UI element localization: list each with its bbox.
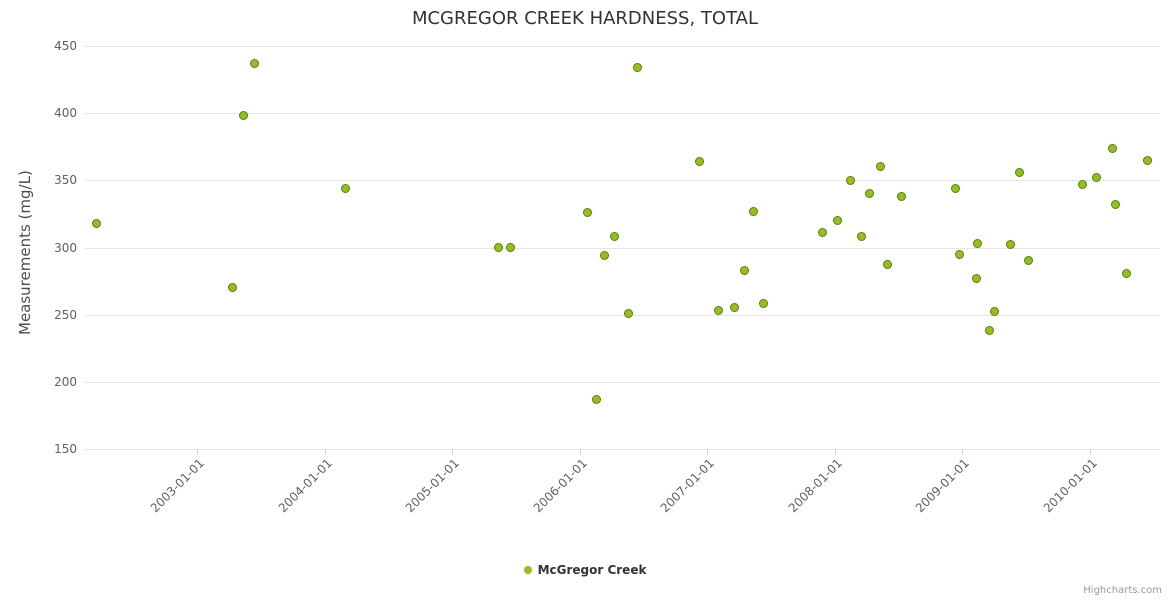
data-point[interactable] [250, 58, 260, 68]
data-point[interactable] [506, 243, 516, 252]
data-point[interactable] [1142, 155, 1152, 165]
data-point[interactable] [739, 265, 749, 275]
x-axis-tick-label: 2008-01-01 [785, 456, 845, 516]
x-axis-tick-mark [197, 449, 199, 455]
data-point[interactable] [857, 232, 867, 242]
x-axis-tick-label: 2004-01-01 [275, 456, 335, 516]
data-point[interactable] [832, 216, 842, 226]
data-point[interactable] [1015, 167, 1025, 177]
data-point[interactable] [971, 273, 981, 283]
data-point[interactable] [599, 251, 609, 261]
gridline [85, 449, 1160, 450]
x-axis-tick-mark [579, 449, 581, 455]
x-axis-tick-label: 2010-01-01 [1040, 456, 1100, 516]
gridline [85, 381, 1160, 383]
plot-area: 150 200 250 300 350 400 450 2003-01-01 2004-01-0… [54, 39, 1160, 515]
gridline [85, 113, 1160, 115]
chart-title: MCGREGOR CREEK HARDNESS, TOTAL [411, 8, 759, 29]
legend-marker-icon [523, 566, 532, 574]
data-point[interactable] [817, 228, 827, 238]
y-axis-tick-label: 300 [54, 240, 77, 255]
x-axis-tick-mark [1089, 449, 1091, 455]
data-point[interactable] [632, 62, 642, 72]
x-axis-tick-mark [962, 449, 964, 455]
data-point[interactable] [1091, 173, 1101, 183]
gridline [85, 180, 1160, 182]
x-axis-tick-mark [834, 449, 836, 455]
data-point[interactable] [845, 175, 855, 185]
x-axis-tick-mark [707, 449, 709, 455]
data-point[interactable] [238, 111, 248, 121]
data-point[interactable] [951, 183, 961, 193]
data-point[interactable] [984, 326, 994, 336]
data-point[interactable] [896, 191, 906, 201]
data-point[interactable] [228, 283, 238, 293]
data-point[interactable] [582, 208, 592, 218]
data-point[interactable] [989, 307, 999, 317]
data-point[interactable] [609, 232, 619, 242]
data-point[interactable] [714, 306, 724, 316]
x-axis-tick-mark [452, 449, 454, 455]
x-axis-tick-label: 2003-01-01 [147, 456, 208, 516]
highcharts-credits-link[interactable]: Highcharts.com [1083, 585, 1162, 596]
legend-item-mcgregor-creek[interactable]: McGregor Creek [523, 563, 647, 577]
data-point[interactable] [591, 394, 601, 404]
data-point[interactable] [1108, 143, 1118, 153]
x-axis-tick-label: 2006-01-01 [530, 456, 590, 516]
x-axis-tick-label: 2007-01-01 [657, 456, 718, 516]
data-point[interactable] [623, 308, 633, 318]
data-point[interactable] [91, 218, 101, 228]
data-point[interactable] [1024, 256, 1034, 266]
data-point[interactable] [1110, 200, 1120, 209]
data-point[interactable] [955, 249, 965, 259]
data-point[interactable] [729, 303, 739, 313]
legend: McGregor Creek [0, 563, 1170, 577]
legend-label: McGregor Creek [537, 563, 647, 577]
x-axis-tick-label: 2009-01-01 [913, 456, 973, 516]
y-axis-tick-label: 150 [54, 442, 77, 456]
data-point[interactable] [695, 157, 705, 167]
y-axis-tick-label: 350 [54, 173, 77, 188]
data-point[interactable] [1122, 268, 1132, 278]
data-point[interactable] [882, 260, 892, 270]
data-point[interactable] [1006, 240, 1016, 250]
y-axis-tick-label: 250 [54, 307, 77, 322]
x-axis-tick-label: 2005-01-01 [402, 456, 463, 516]
data-point[interactable] [864, 189, 874, 199]
data-point[interactable] [748, 206, 758, 216]
data-point[interactable] [758, 299, 768, 309]
data-point[interactable] [876, 162, 886, 172]
x-axis-tick-mark [324, 449, 326, 455]
y-axis-tick-label: 400 [54, 106, 77, 121]
y-axis-tick-label: 450 [54, 39, 77, 53]
data-point[interactable] [973, 238, 983, 248]
gridline [85, 247, 1160, 249]
gridline [85, 46, 1160, 47]
data-point[interactable] [1077, 179, 1087, 189]
y-axis-tick-label: 200 [54, 374, 77, 389]
gridline [85, 314, 1160, 316]
data-point[interactable] [493, 243, 503, 252]
data-point[interactable] [340, 183, 350, 193]
